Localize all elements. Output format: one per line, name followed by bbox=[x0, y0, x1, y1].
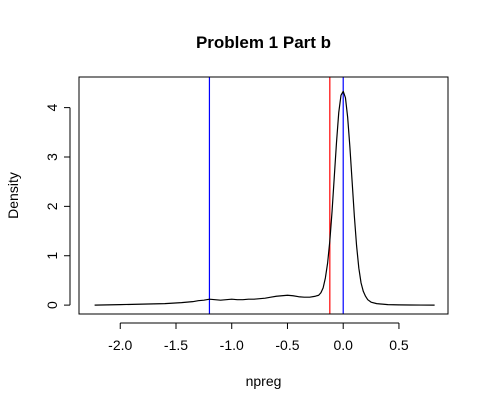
x-tick-label: -1.5 bbox=[164, 337, 188, 353]
x-tick-label: -0.5 bbox=[275, 337, 299, 353]
y-axis-label: Density bbox=[5, 172, 21, 219]
y-tick-label: 2 bbox=[44, 202, 60, 210]
density-curve bbox=[94, 90, 435, 306]
y-tick-label: 1 bbox=[44, 252, 60, 260]
x-tick-label: 0.0 bbox=[333, 337, 353, 353]
x-axis: -2.0 -1.5 -1.0 -0.5 0.0 0.5 bbox=[108, 322, 409, 353]
x-tick-label: -1.0 bbox=[220, 337, 244, 353]
series-layer bbox=[94, 90, 435, 306]
plot-frame bbox=[78, 76, 449, 315]
chart-title: Problem 1 Part b bbox=[196, 33, 331, 52]
x-tick-label: 0.5 bbox=[389, 337, 409, 353]
x-tick-label: -2.0 bbox=[108, 337, 132, 353]
y-tick-label: 3 bbox=[44, 153, 60, 161]
y-tick-label: 0 bbox=[44, 301, 60, 309]
y-tick-label: 4 bbox=[44, 104, 60, 112]
vertical-lines bbox=[208, 77, 344, 314]
y-axis: 0 1 2 3 4 bbox=[44, 104, 71, 309]
x-axis-label: npreg bbox=[246, 373, 282, 389]
